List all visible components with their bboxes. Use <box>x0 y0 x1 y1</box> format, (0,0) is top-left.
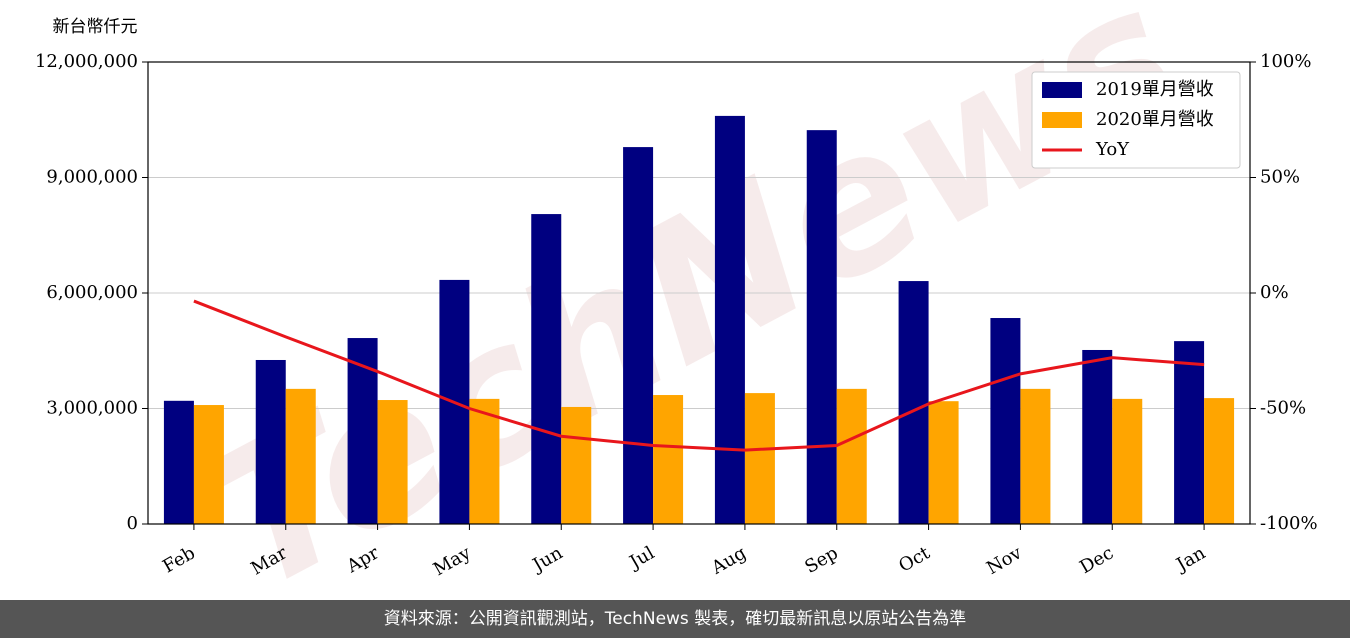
bar <box>163 400 194 524</box>
x-tick-label: Dec <box>1076 542 1117 578</box>
legend-swatch <box>1042 112 1082 128</box>
x-tick-label: Jun <box>528 542 567 577</box>
bar <box>1020 388 1051 524</box>
bar <box>806 130 837 524</box>
bar <box>285 388 316 524</box>
bar <box>744 393 775 524</box>
bar <box>653 395 684 524</box>
legend-swatch <box>1042 82 1082 98</box>
y2-tick-label: 50% <box>1260 167 1300 188</box>
bar <box>714 115 745 525</box>
bar <box>623 147 654 524</box>
y-tick-label: 12,000,000 <box>35 51 138 72</box>
x-tick-label: Nov <box>983 542 1026 579</box>
footer: 資料來源：公開資訊觀測站，TechNews 製表，確切最新訊息以原站公告為準 <box>0 600 1350 638</box>
bar <box>531 214 562 524</box>
y-axis-label: 新台幣仟元 <box>53 17 138 37</box>
bar <box>469 398 500 524</box>
line <box>193 299 1205 452</box>
bar <box>1174 341 1205 524</box>
y-tick-label: 9,000,000 <box>46 167 138 188</box>
y-tick-label: 0 <box>127 513 138 534</box>
bar <box>836 388 867 524</box>
plot-frame <box>147 61 1251 525</box>
bar <box>1112 398 1143 524</box>
y2-tick-label: -100% <box>1260 513 1318 534</box>
x-tick-label: Feb <box>159 542 199 577</box>
bar <box>990 318 1021 524</box>
y2-tick-label: 0% <box>1260 282 1289 303</box>
x-tick-label: Aug <box>707 542 750 579</box>
y2-tick-label: 100% <box>1260 51 1311 72</box>
legend-label: 2019單月營收 <box>1096 79 1214 100</box>
y-tick-label: 3,000,000 <box>46 398 138 419</box>
legend-box <box>1031 71 1241 169</box>
legend-label: 2020單月營收 <box>1096 109 1214 130</box>
legend-label: YoY <box>1095 139 1130 160</box>
bar <box>928 401 959 524</box>
bar <box>1204 398 1235 524</box>
bar <box>255 359 286 524</box>
x-tick-label: Oct <box>895 542 934 577</box>
bar <box>1082 349 1113 524</box>
y2-tick-label: -50% <box>1260 398 1306 419</box>
x-tick-label: Jul <box>625 542 659 574</box>
bar <box>377 400 408 524</box>
chart: 新台幣仟元 TechNews 03,000,0006,000,0009,000,… <box>35 0 1318 634</box>
x-tick-label: Sep <box>801 542 841 577</box>
bar <box>898 281 929 524</box>
bar <box>561 406 592 524</box>
x-tick-label: Jan <box>1171 542 1209 576</box>
y-tick-label: 6,000,000 <box>46 282 138 303</box>
bar <box>193 405 224 524</box>
